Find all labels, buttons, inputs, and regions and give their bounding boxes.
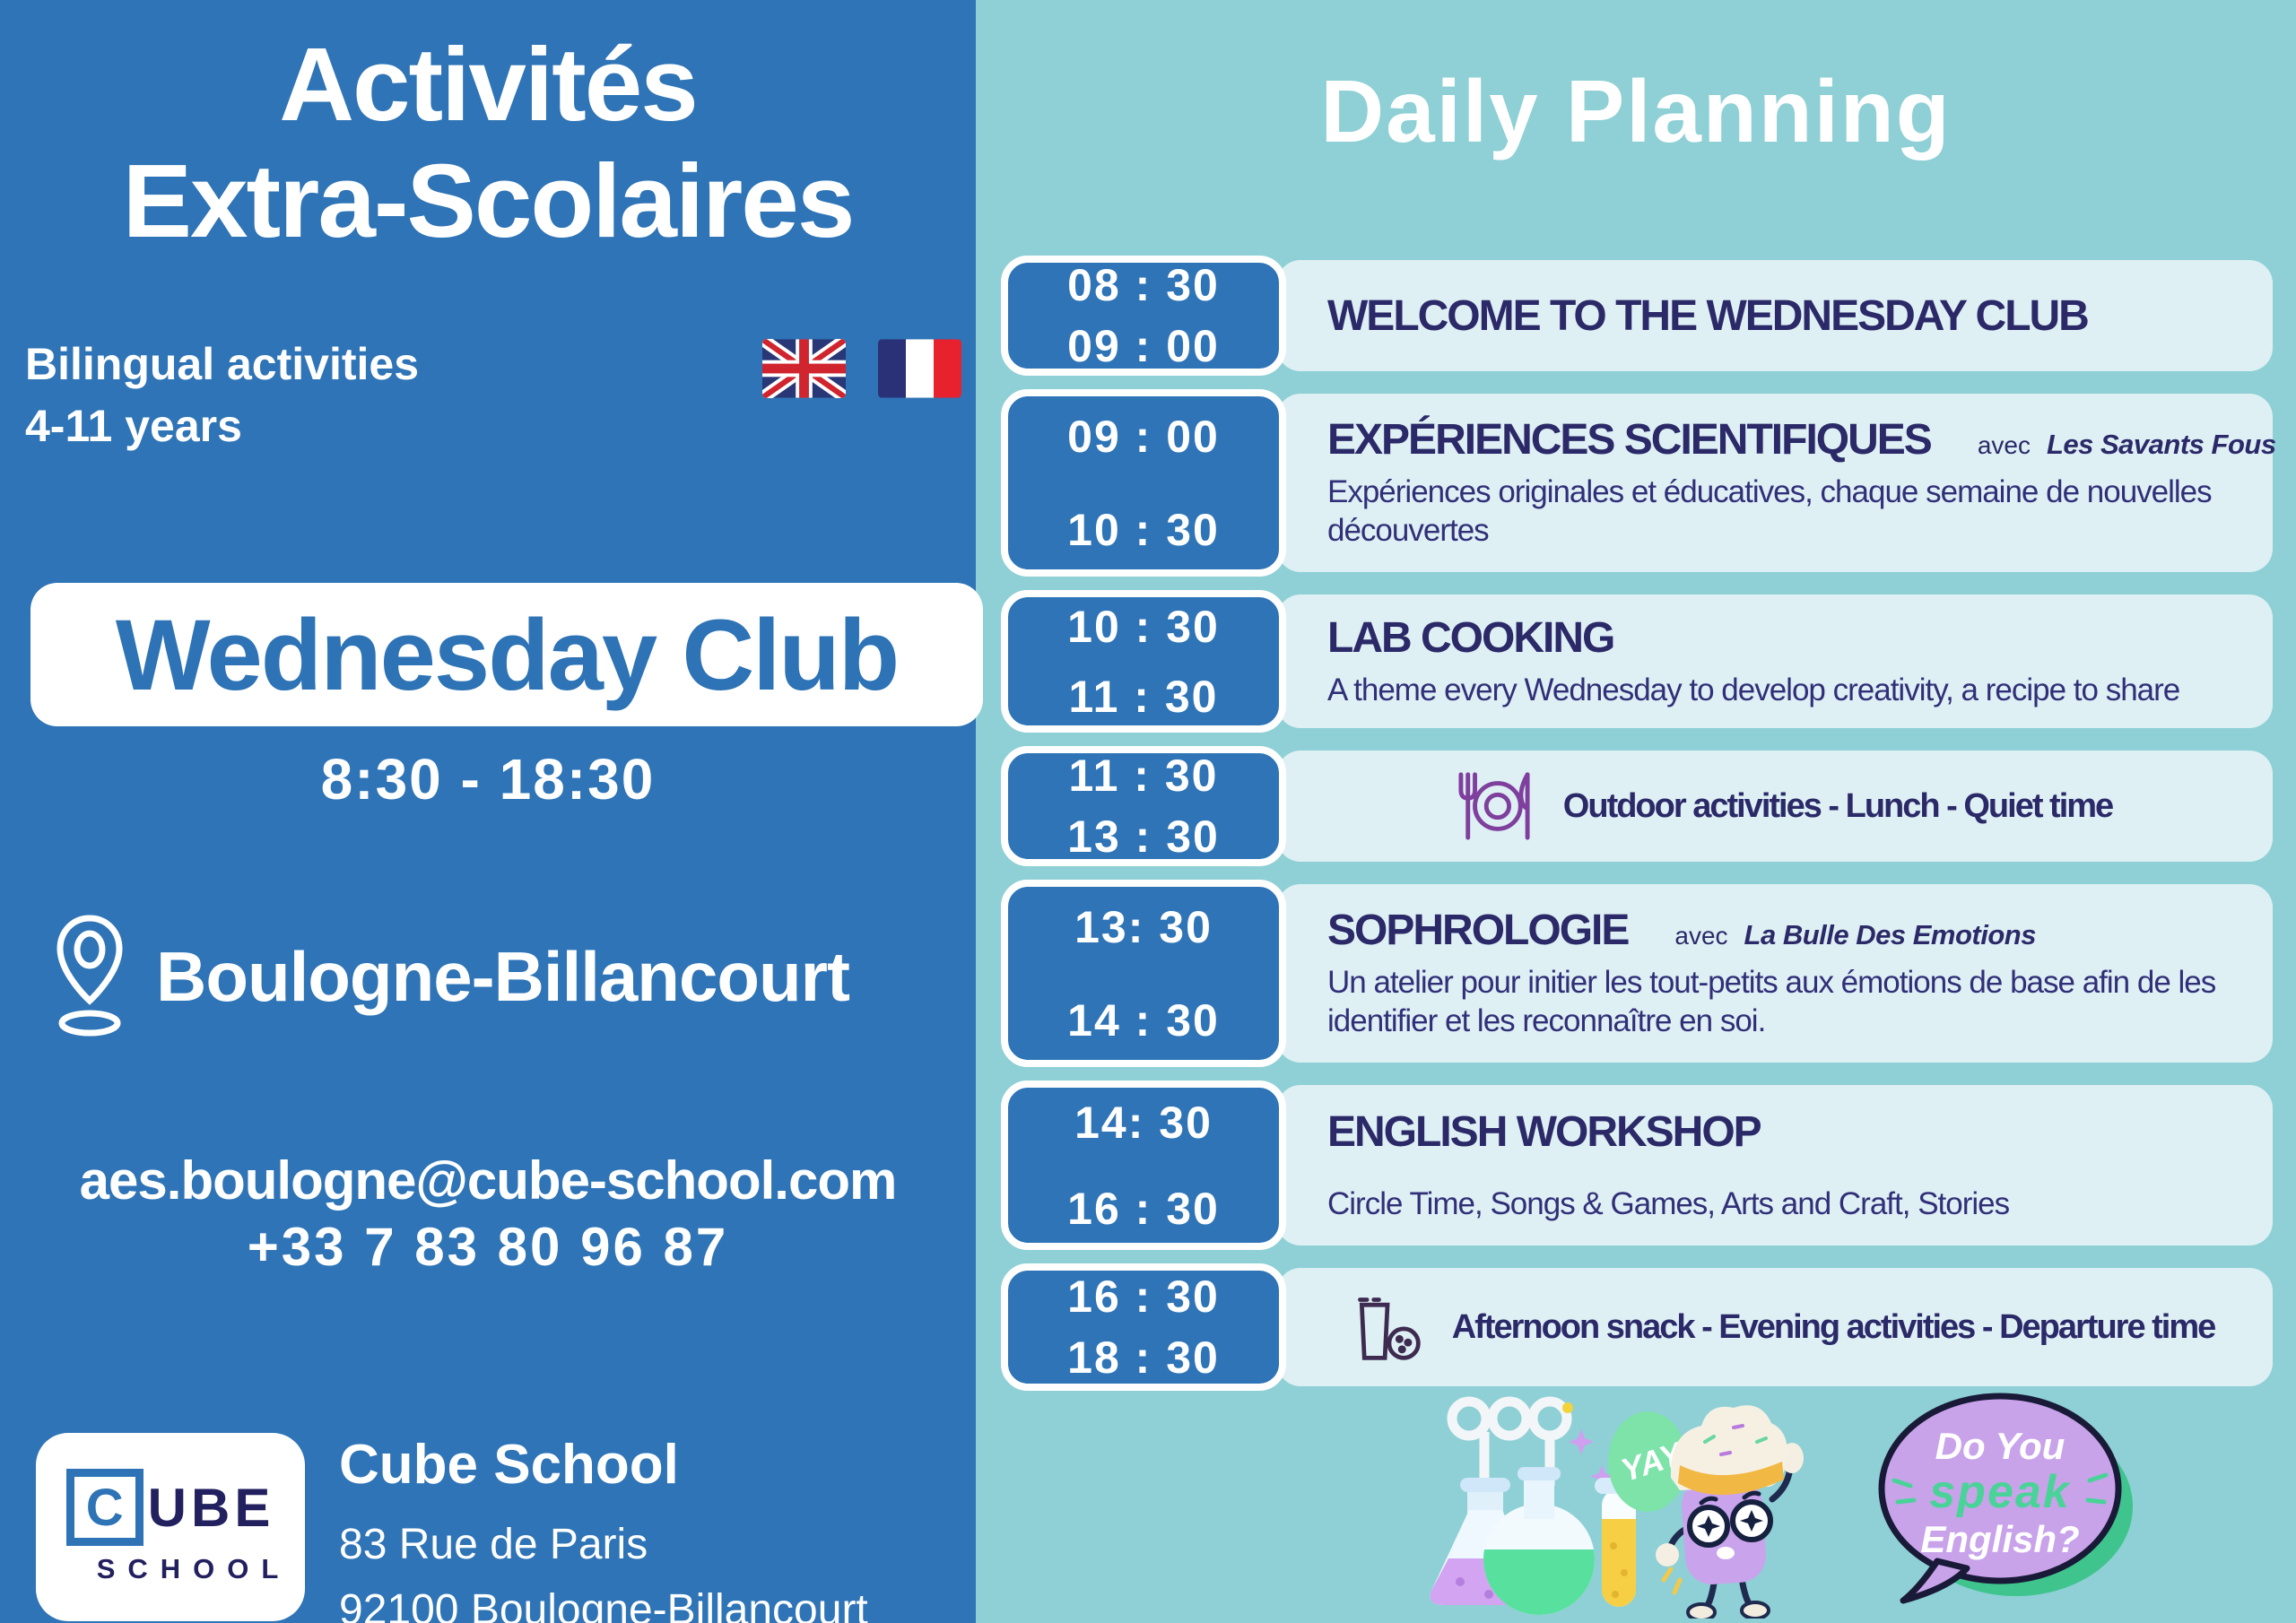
location-text: Boulogne-Billancourt (156, 937, 850, 1016)
time-box: 13: 30 14 : 30 (1001, 880, 1286, 1067)
activity-title: WELCOME TO THE WEDNESDAY CLUB (1327, 291, 2090, 340)
time-end: 11 : 30 (1068, 671, 1219, 722)
schedule-row-english-workshop: 14: 30 16 : 30 ENGLISH WORKSHOP Circle T… (1001, 1081, 2273, 1250)
right-panel: Daily Planning 08 : 30 09 : 00 WELCOME T… (976, 0, 2296, 1623)
avec-label: avec (1674, 922, 1728, 950)
language-flags (762, 339, 961, 398)
schedule-row-welcome: 08 : 30 09 : 00 WELCOME TO THE WEDNESDAY… (1001, 256, 2273, 376)
activity-card: EXPÉRIENCES SCIENTIFIQUES avec Les Savan… (1277, 394, 2276, 572)
activity-card: Afternoon snack - Evening activities - D… (1277, 1268, 2273, 1386)
activity-title: EXPÉRIENCES SCIENTIFIQUES (1327, 416, 1933, 464)
club-hours: 8:30 - 18:30 (320, 747, 656, 812)
time-box: 16 : 30 18 : 30 (1001, 1263, 1286, 1391)
time-start: 08 : 30 (1067, 260, 1220, 310)
milk-cookie-icon (1350, 1288, 1425, 1367)
club-name-box: Wednesday Club (30, 583, 983, 726)
time-start: 16 : 30 (1067, 1271, 1220, 1322)
page-title: Activités Extra-Scolaires (0, 26, 976, 260)
time-end: 18 : 30 (1067, 1332, 1220, 1383)
subtitle-line-1: Bilingual activities (25, 339, 420, 389)
activity-title: Afternoon snack - Evening activities - D… (1451, 1307, 2217, 1346)
time-start: 14: 30 (1074, 1097, 1213, 1148)
time-end: 13 : 30 (1067, 812, 1220, 862)
activity-description: Un atelier pour initier les tout-petits … (1327, 965, 2216, 1038)
science-flasks-illustration (1397, 1383, 1666, 1623)
schedule-row-sophrologie: 13: 30 14 : 30 SOPHROLOGIE avec La Bulle… (1001, 880, 2273, 1067)
time-start: 13: 30 (1074, 901, 1213, 952)
school-address-line1: 83 Rue de Paris (339, 1521, 648, 1568)
time-start: 09 : 00 (1067, 411, 1220, 462)
subtitle-line-2: 4-11 years (25, 401, 242, 451)
title-line-2: Extra-Scolaires (122, 142, 856, 259)
cube-school-logo: C UBE SCHOOL (36, 1433, 305, 1621)
subtitle: Bilingual activities 4-11 years (25, 334, 419, 457)
schedule-row-lab-cooking: 10 : 30 11 : 30 LAB COOKING A theme ever… (1001, 590, 2273, 733)
activity-card: SOPHROLOGIE avec La Bulle Des Emotions U… (1277, 884, 2273, 1063)
activity-title: Outdoor activities - Lunch - Quiet time (1562, 786, 2114, 825)
activity-description: A theme every Wednesday to develop creat… (1327, 672, 2180, 707)
partner-name: Les Savants Fous (2046, 429, 2276, 461)
school-address-line2: 92100 Boulogne-Billancourt (339, 1586, 868, 1623)
schedule: 08 : 30 09 : 00 WELCOME TO THE WEDNESDAY… (1001, 256, 2276, 1409)
activity-card: ENGLISH WORKSHOP Circle Time, Songs & Ga… (1277, 1085, 2273, 1245)
contact-phone: +33 7 83 80 96 87 (247, 1217, 729, 1277)
cupcake-character-illustration: YAY! (1608, 1390, 1832, 1623)
time-end: 14 : 30 (1067, 994, 1220, 1046)
activity-title: SOPHROLOGIE (1327, 907, 1630, 955)
contact-email: aes.boulogne@cube-school.com (79, 1150, 898, 1211)
time-start: 11 : 30 (1068, 751, 1219, 801)
uk-flag-icon (762, 339, 846, 398)
activity-card: WELCOME TO THE WEDNESDAY CLUB (1277, 260, 2273, 371)
cutlery-plate-icon (1452, 769, 1536, 843)
title-line-1: Activités (279, 26, 699, 143)
avec-label: avec (1977, 431, 2031, 460)
time-box: 09 : 00 10 : 30 (1001, 389, 1286, 577)
speech-bubble-illustration: Do You speak English? (1864, 1385, 2142, 1614)
activity-title: ENGLISH WORKSHOP (1327, 1107, 1762, 1156)
time-box: 11 : 30 13 : 30 (1001, 746, 1286, 866)
bubble-line2: speak (1929, 1466, 2072, 1518)
time-start: 10 : 30 (1067, 601, 1220, 652)
location-pin-icon (45, 907, 135, 1046)
logo-c-square: C (65, 1469, 144, 1546)
activity-card: LAB COOKING A theme every Wednesday to d… (1277, 595, 2273, 728)
partner-name: La Bulle Des Emotions (1744, 919, 2037, 951)
time-end: 10 : 30 (1067, 504, 1220, 555)
time-box: 14: 30 16 : 30 (1001, 1081, 1286, 1250)
bubble-line1: Do You (1935, 1425, 2066, 1467)
activity-title: LAB COOKING (1327, 613, 1615, 662)
bubble-line3: English? (1920, 1518, 2079, 1560)
schedule-row-lunch: 11 : 30 13 : 30 (1001, 746, 2273, 866)
schedule-row-sciences: 09 : 00 10 : 30 EXPÉRIENCES SCIENTIFIQUE… (1001, 389, 2276, 577)
logo-ube-text: UBE (147, 1477, 275, 1538)
logo-school-text: SCHOOL (96, 1553, 291, 1584)
time-end: 09 : 00 (1067, 321, 1220, 371)
time-box: 10 : 30 11 : 30 (1001, 590, 1286, 733)
left-panel: Activités Extra-Scolaires Bilingual acti… (0, 0, 983, 1623)
schedule-row-snack: 16 : 30 18 : 30 (1001, 1263, 2273, 1391)
time-end: 16 : 30 (1067, 1183, 1220, 1234)
club-name: Wednesday Club (115, 598, 900, 711)
location-row: Boulogne-Billancourt (45, 907, 850, 1046)
activity-description: Circle Time, Songs & Games, Arts and Cra… (1327, 1185, 2010, 1221)
logo-cube-row: C UBE (65, 1469, 275, 1546)
time-box: 08 : 30 09 : 00 (1001, 256, 1286, 376)
school-info: Cube School 83 Rue de Paris 92100 Boulog… (339, 1433, 868, 1623)
daily-planning-heading: Daily Planning (1320, 62, 1952, 161)
activity-title-line: SOPHROLOGIE avec La Bulle Des Emotions (1327, 906, 2237, 955)
activity-title-line: EXPÉRIENCES SCIENTIFIQUES avec Les Savan… (1327, 415, 2276, 464)
school-name: Cube School (339, 1434, 679, 1496)
france-flag-icon (878, 339, 961, 398)
activity-card: Outdoor activities - Lunch - Quiet time (1277, 751, 2273, 862)
activity-description: Expériences originales et éducatives, ch… (1327, 474, 2213, 548)
